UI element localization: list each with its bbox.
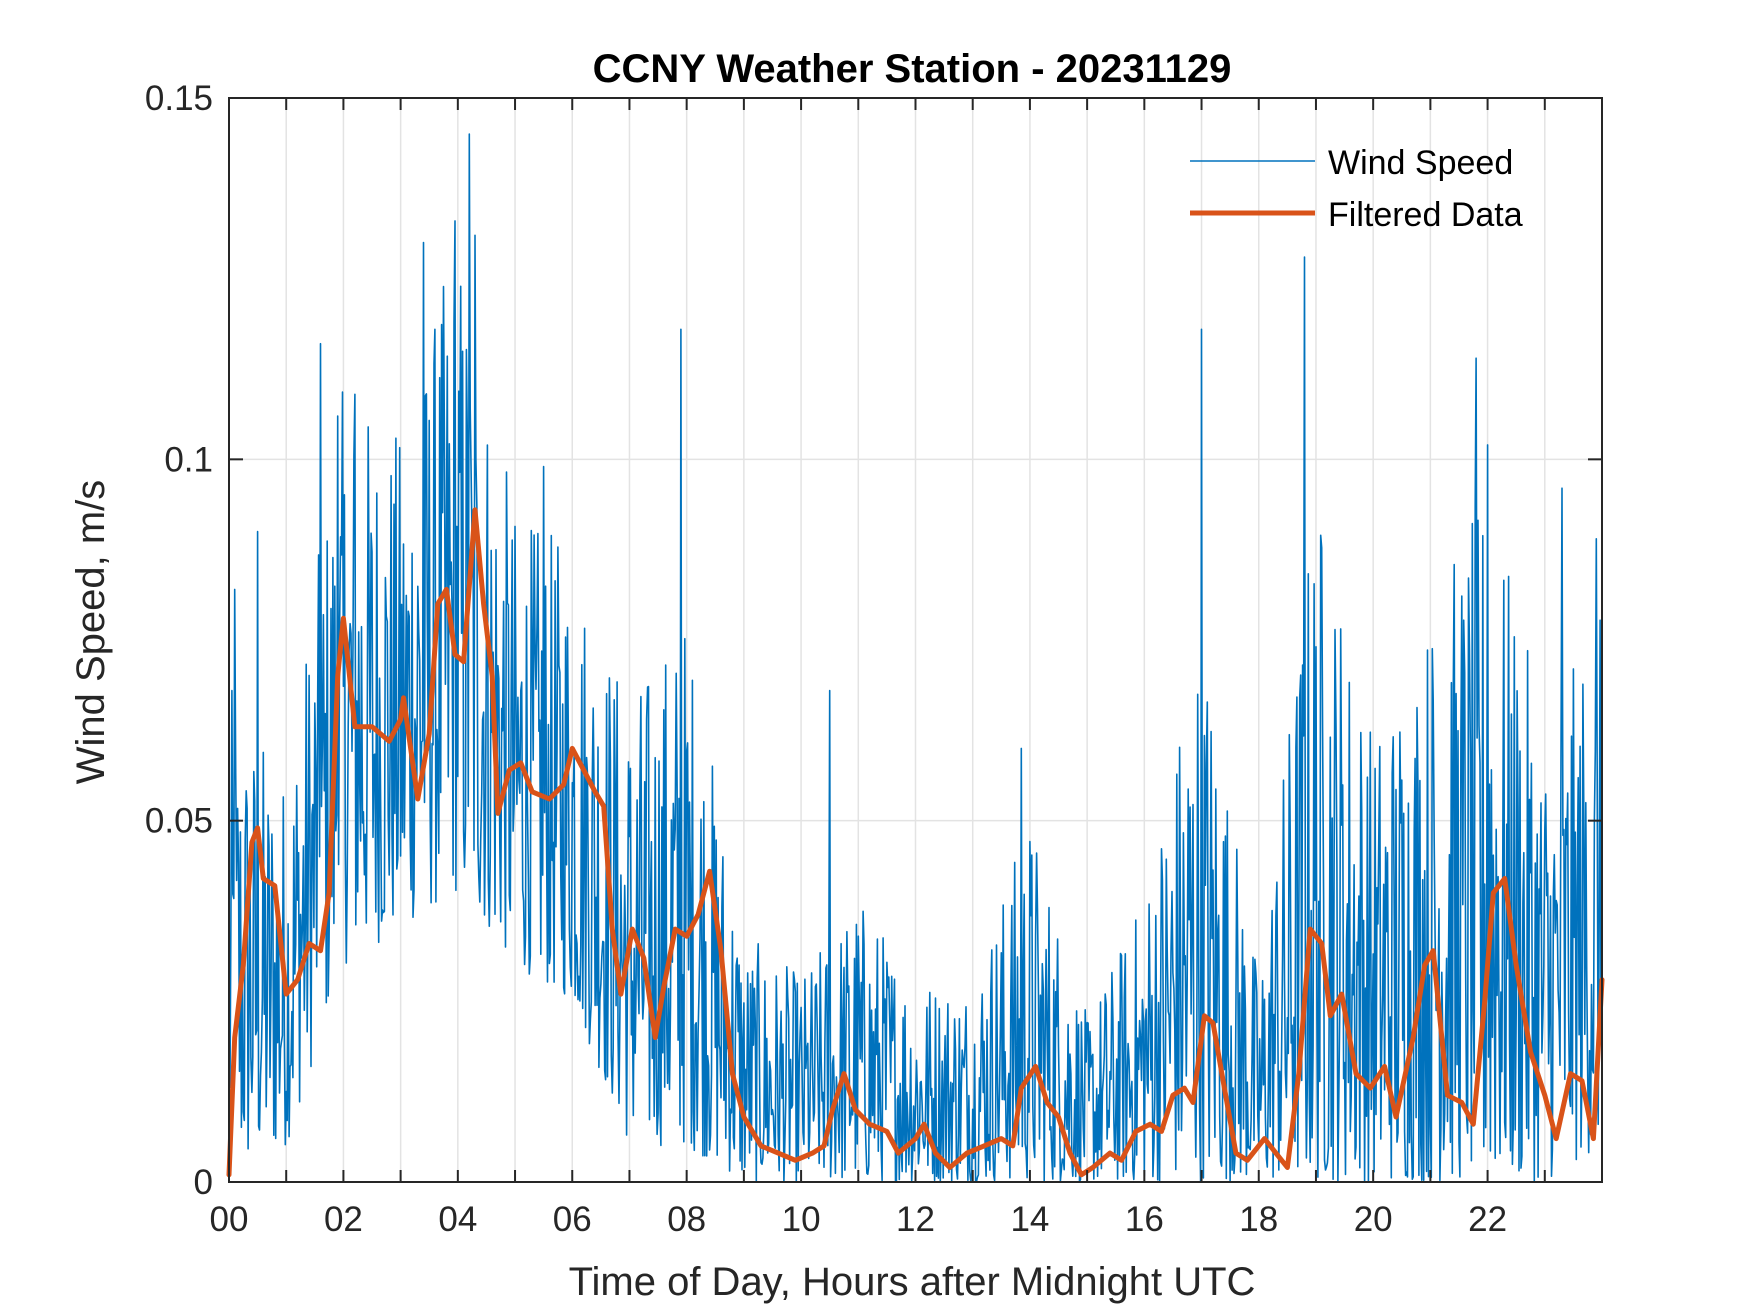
legend-wind-speed-label: Wind Speed [1328, 144, 1513, 182]
chart-title: CCNY Weather Station - 20231129 [593, 47, 1232, 91]
filtered-data-series [226, 507, 1605, 1178]
wind-speed-line [228, 133, 1602, 1183]
x-tick-label: 14 [1010, 1200, 1049, 1239]
wind-speed-series [228, 133, 1602, 1183]
y-tick-label: 0.05 [145, 802, 213, 841]
x-tick-label: 10 [782, 1200, 821, 1239]
y-axis-label: Wind Speed, m/s [69, 480, 113, 785]
x-tick-label: 08 [667, 1200, 706, 1239]
axes [228, 97, 1603, 1183]
x-tick-label: 18 [1239, 1200, 1278, 1239]
x-tick-label: 12 [896, 1200, 935, 1239]
x-tick-label: 16 [1125, 1200, 1164, 1239]
legend: Wind Speed Filtered Data [1190, 144, 1523, 234]
y-tick-label: 0.15 [145, 79, 213, 118]
x-tick-label: 04 [438, 1200, 477, 1239]
x-tick-label: 06 [553, 1200, 592, 1239]
x-tick-label: 00 [210, 1200, 249, 1239]
y-tick-label: 0.1 [164, 440, 213, 479]
legend-filtered-data-label: Filtered Data [1328, 196, 1523, 234]
x-tick-label: 20 [1354, 1200, 1393, 1239]
x-tick-label: 22 [1468, 1200, 1507, 1239]
y-tick-label: 0 [194, 1163, 213, 1202]
x-axis-label: Time of Day, Hours after Midnight UTC [569, 1260, 1256, 1304]
tick-labels: 00 02 04 06 08 10 12 14 16 18 20 22 0 0.05 0.1 0.15 [145, 79, 1507, 1239]
filtered-data-line [226, 507, 1605, 1178]
x-tick-label: 02 [324, 1200, 363, 1239]
